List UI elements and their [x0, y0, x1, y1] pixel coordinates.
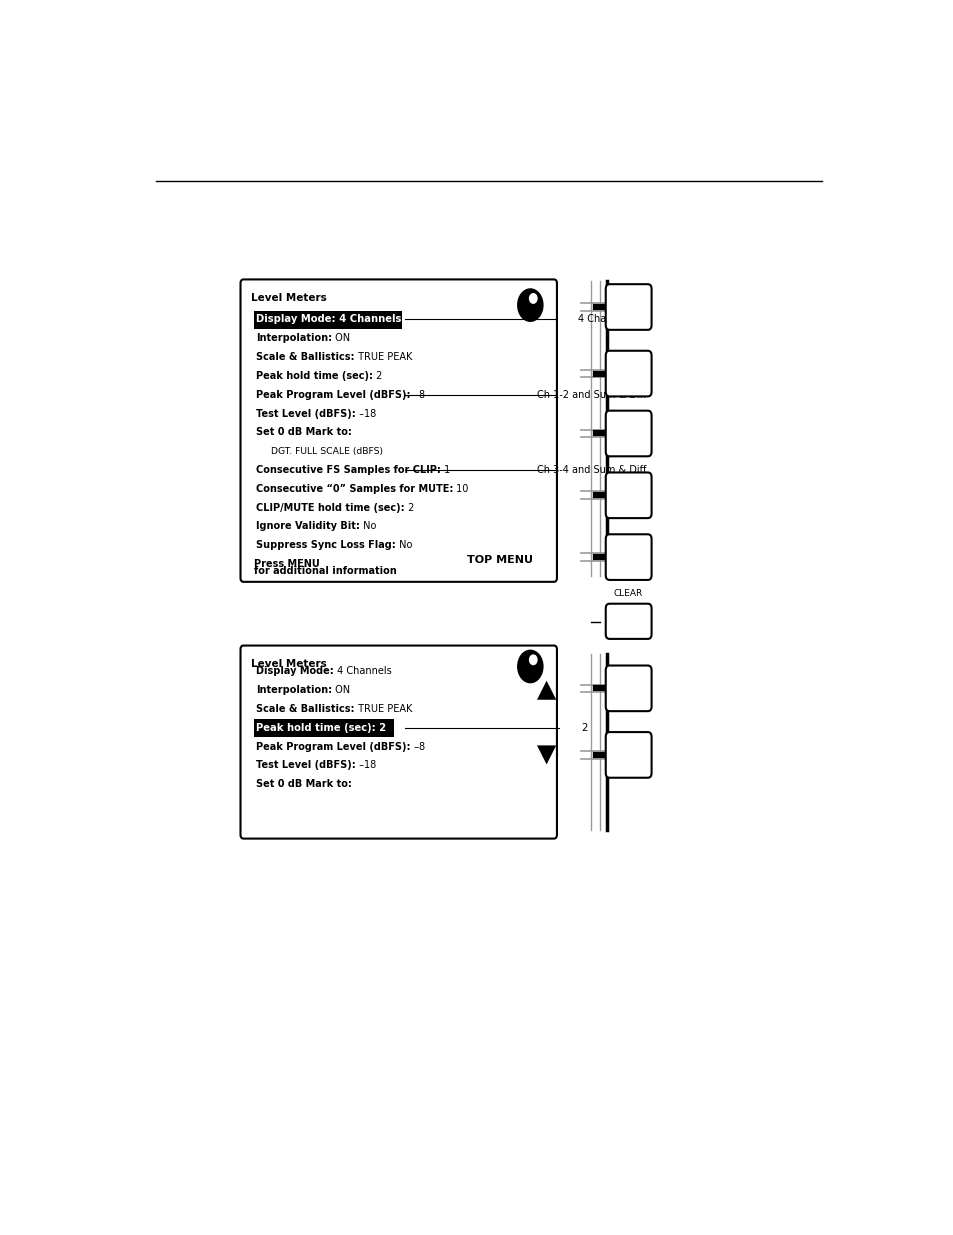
Polygon shape: [537, 746, 556, 764]
Text: Level Meters: Level Meters: [251, 293, 326, 303]
Bar: [253, 311, 401, 329]
Text: –8: –8: [410, 390, 424, 400]
Text: Peak Program Level (dBFS):: Peak Program Level (dBFS):: [255, 741, 410, 752]
FancyBboxPatch shape: [605, 604, 651, 638]
Text: Ch 3-4 and Sum & Diff: Ch 3-4 and Sum & Diff: [537, 466, 646, 475]
Text: Ignore Validity Bit:: Ignore Validity Bit:: [255, 521, 359, 531]
Circle shape: [517, 651, 542, 683]
Circle shape: [529, 655, 537, 664]
FancyBboxPatch shape: [240, 646, 557, 839]
FancyBboxPatch shape: [605, 666, 651, 711]
Text: Consecutive FS Samples for CLIP:: Consecutive FS Samples for CLIP:: [255, 466, 440, 475]
Text: Display Mode:: Display Mode:: [255, 666, 334, 677]
Text: 4 Channels: 4 Channels: [334, 666, 391, 677]
Text: Peak hold time (sec):: Peak hold time (sec):: [255, 370, 373, 380]
FancyBboxPatch shape: [605, 284, 651, 330]
Text: Test Level (dBFS):: Test Level (dBFS):: [255, 761, 355, 771]
Text: Interpolation:: Interpolation:: [255, 333, 332, 343]
Text: Scale & Ballistics:: Scale & Ballistics:: [255, 352, 355, 362]
Text: Set 0 dB Mark to:: Set 0 dB Mark to:: [255, 779, 352, 789]
Text: –18: –18: [355, 409, 375, 419]
Text: Consecutive “0” Samples for MUTE:: Consecutive “0” Samples for MUTE:: [255, 484, 453, 494]
Text: TOP MENU: TOP MENU: [467, 555, 533, 564]
FancyBboxPatch shape: [605, 351, 651, 396]
Text: 1: 1: [440, 466, 450, 475]
Text: Ch 1-2 and Sum & Diff: Ch 1-2 and Sum & Diff: [537, 390, 646, 400]
Text: 2: 2: [404, 503, 414, 513]
Text: Display Mode: 4 Channels: Display Mode: 4 Channels: [255, 315, 401, 325]
FancyBboxPatch shape: [240, 279, 557, 582]
Text: DGT. FULL SCALE (dBFS): DGT. FULL SCALE (dBFS): [271, 447, 382, 456]
Text: TRUE PEAK: TRUE PEAK: [355, 704, 412, 714]
Text: Interpolation:: Interpolation:: [255, 685, 332, 695]
Text: Peak Program Level (dBFS):: Peak Program Level (dBFS):: [255, 390, 410, 400]
Text: No: No: [395, 541, 412, 551]
Circle shape: [529, 294, 537, 304]
FancyBboxPatch shape: [605, 535, 651, 580]
Text: 2: 2: [373, 370, 382, 380]
Text: –8: –8: [410, 741, 424, 752]
Text: Scale & Ballistics:: Scale & Ballistics:: [255, 704, 355, 714]
Text: No: No: [359, 521, 375, 531]
FancyBboxPatch shape: [605, 473, 651, 519]
Circle shape: [517, 289, 542, 321]
Text: 2: 2: [580, 722, 587, 732]
Text: Suppress Sync Loss Flag:: Suppress Sync Loss Flag:: [255, 541, 395, 551]
FancyBboxPatch shape: [605, 732, 651, 778]
Polygon shape: [537, 680, 556, 700]
Text: Set 0 dB Mark to:: Set 0 dB Mark to:: [255, 427, 352, 437]
FancyBboxPatch shape: [605, 411, 651, 456]
Text: ON: ON: [332, 685, 350, 695]
Text: CLEAR: CLEAR: [613, 589, 641, 598]
Text: 4 Channels: 4 Channels: [577, 315, 632, 325]
Text: ON: ON: [332, 333, 350, 343]
Text: CLIP/MUTE hold time (sec):: CLIP/MUTE hold time (sec):: [255, 503, 404, 513]
Text: Peak hold time (sec): 2: Peak hold time (sec): 2: [255, 722, 386, 732]
Text: for additional information: for additional information: [253, 567, 396, 577]
Text: Level Meters: Level Meters: [251, 658, 326, 669]
Text: 10: 10: [453, 484, 468, 494]
Text: Press MENU: Press MENU: [253, 558, 319, 569]
Text: TRUE PEAK: TRUE PEAK: [355, 352, 412, 362]
Bar: [253, 719, 394, 737]
Text: Test Level (dBFS):: Test Level (dBFS):: [255, 409, 355, 419]
Text: –18: –18: [355, 761, 375, 771]
